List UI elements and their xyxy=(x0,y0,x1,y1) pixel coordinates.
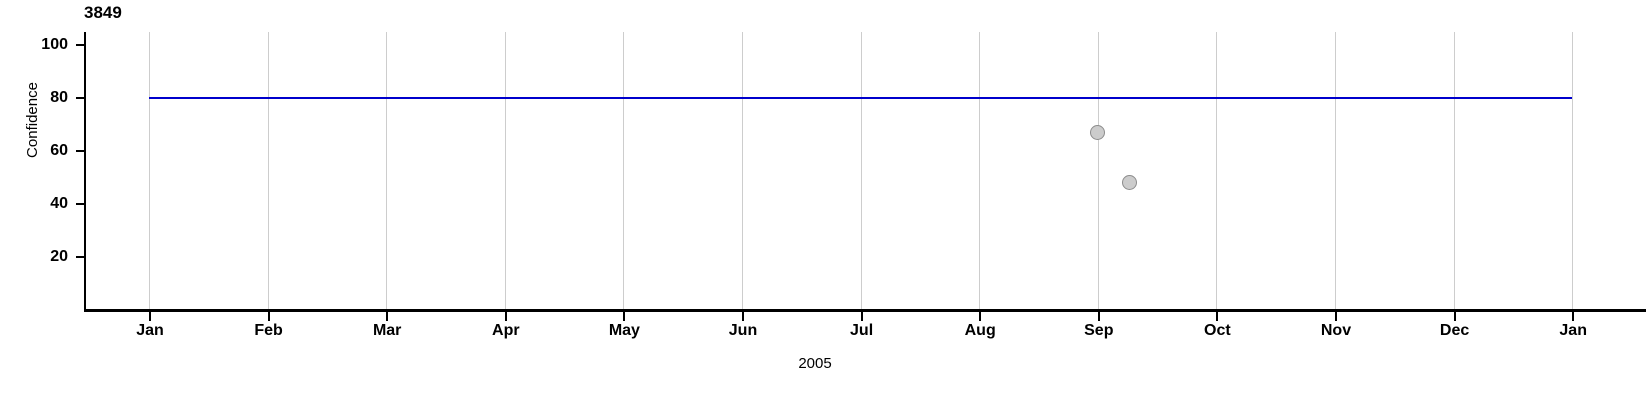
y-tick-label-60: 60 xyxy=(50,142,68,159)
gridline-dec-11 xyxy=(1453,32,1455,309)
y-tick-label-100: 100 xyxy=(41,36,68,53)
gridline-nov-10 xyxy=(1335,32,1336,309)
x-tick-label-jul-6: Jul xyxy=(850,322,874,339)
gridline-aug-7 xyxy=(979,32,981,309)
y-tick-label-20: 20 xyxy=(50,248,68,265)
x-tick-label-dec-11: Dec xyxy=(1439,322,1470,339)
gridline-apr-3 xyxy=(504,32,506,309)
y-tick-label-40: 40 xyxy=(50,195,68,212)
x-tick-oct-9 xyxy=(1216,312,1219,321)
x-axis-title-label: 2005 xyxy=(798,355,832,372)
y-axis-line xyxy=(84,32,86,309)
x-tick-jul-6 xyxy=(860,312,863,321)
gridline-feb-1 xyxy=(267,32,269,309)
gridline-jan-0 xyxy=(149,32,150,309)
x-tick-may-4 xyxy=(623,312,626,321)
data-point[interactable] xyxy=(1122,175,1138,191)
x-tick-dec-11 xyxy=(1453,312,1456,321)
x-tick-label-apr-3: Apr xyxy=(492,322,520,339)
x-axis-line xyxy=(84,309,1646,312)
gridline-oct-9 xyxy=(1216,32,1218,309)
x-tick-label-jun-5: Jun xyxy=(728,322,758,339)
x-tick-jan-12 xyxy=(1572,312,1575,321)
x-tick-label-aug-7: Aug xyxy=(964,322,996,339)
gridline-mar-2 xyxy=(386,32,388,309)
x-tick-mar-2 xyxy=(386,312,389,321)
y-tick-20 xyxy=(76,256,84,258)
x-tick-label-mar-2: Mar xyxy=(372,322,402,339)
y-tick-40 xyxy=(76,203,84,205)
x-tick-label-jan-0: Jan xyxy=(136,322,164,339)
x-tick-jun-5 xyxy=(742,312,744,321)
x-tick-jan-0 xyxy=(149,312,151,321)
x-tick-label-sep-8: Sep xyxy=(1084,322,1114,339)
x-tick-apr-3 xyxy=(504,312,507,321)
x-tick-sep-8 xyxy=(1097,312,1100,321)
y-tick-60 xyxy=(76,150,84,152)
gridline-sep-8 xyxy=(1097,32,1099,309)
gridline-jan-12 xyxy=(1572,32,1574,309)
gridline-jul-6 xyxy=(860,32,862,309)
x-tick-label-nov-10: Nov xyxy=(1320,322,1352,339)
x-tick-label-may-4: May xyxy=(608,322,640,339)
y-tick-80 xyxy=(76,97,84,99)
x-tick-label-oct-9: Oct xyxy=(1204,322,1231,339)
plot-area xyxy=(86,32,1646,309)
x-tick-feb-1 xyxy=(267,312,270,321)
reference-line-confidence-threshold xyxy=(149,97,1573,99)
gridline-may-4 xyxy=(623,32,625,309)
x-tick-label-jan-12: Jan xyxy=(1559,322,1587,339)
x-tick-aug-7 xyxy=(979,312,982,321)
gridline-jun-5 xyxy=(742,32,743,309)
x-axis-title: 2005 xyxy=(0,355,1650,372)
chart-title: 3849 xyxy=(84,3,122,22)
y-tick-100 xyxy=(76,44,84,46)
x-tick-label-feb-1: Feb xyxy=(254,322,283,339)
y-tick-label-80: 80 xyxy=(50,89,68,106)
x-tick-nov-10 xyxy=(1335,312,1337,321)
data-point[interactable] xyxy=(1090,124,1106,140)
